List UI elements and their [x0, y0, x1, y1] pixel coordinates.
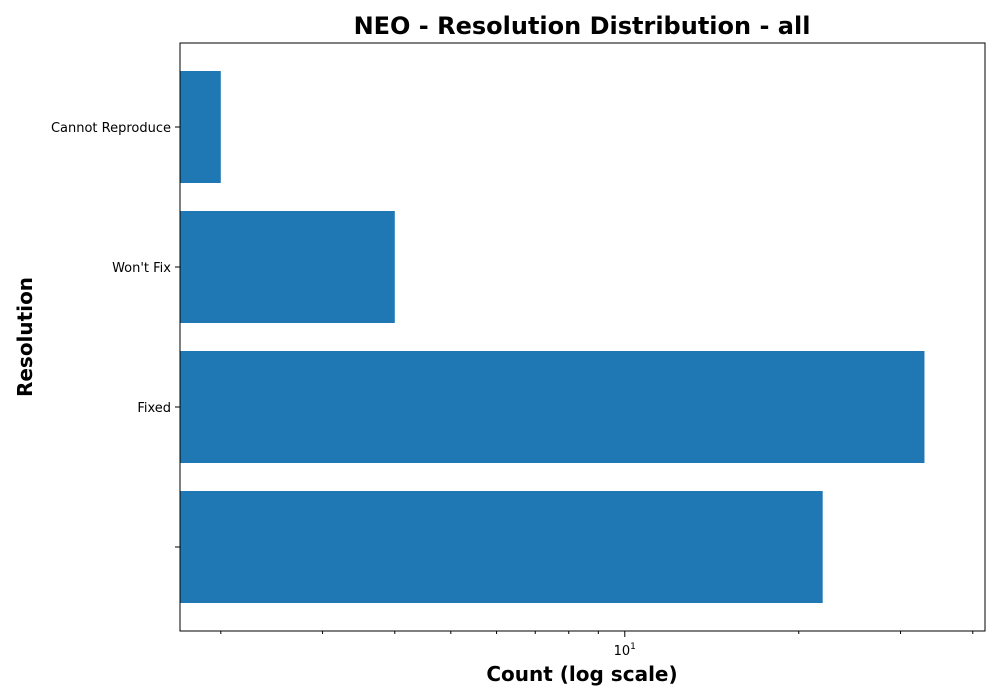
y-axis-label: Resolution [13, 277, 37, 397]
bar [180, 71, 221, 183]
y-ticks: Fixed Won't Fix Cannot Reproduce [51, 121, 180, 548]
x-axis-label: Count (log scale) [486, 662, 677, 686]
y-tick-label: Cannot Reproduce [51, 121, 171, 136]
bar [180, 491, 823, 603]
bar-group [180, 71, 925, 603]
bar [180, 211, 395, 323]
x-tick-label: 101 [614, 642, 636, 659]
y-tick-label: Won't Fix [112, 261, 171, 276]
x-ticks: 101 [220, 631, 974, 659]
bar [180, 351, 925, 463]
plot-frame [179, 42, 986, 632]
chart-title: NEO - Resolution Distribution - all [354, 12, 811, 40]
y-tick-label: Fixed [137, 401, 171, 416]
